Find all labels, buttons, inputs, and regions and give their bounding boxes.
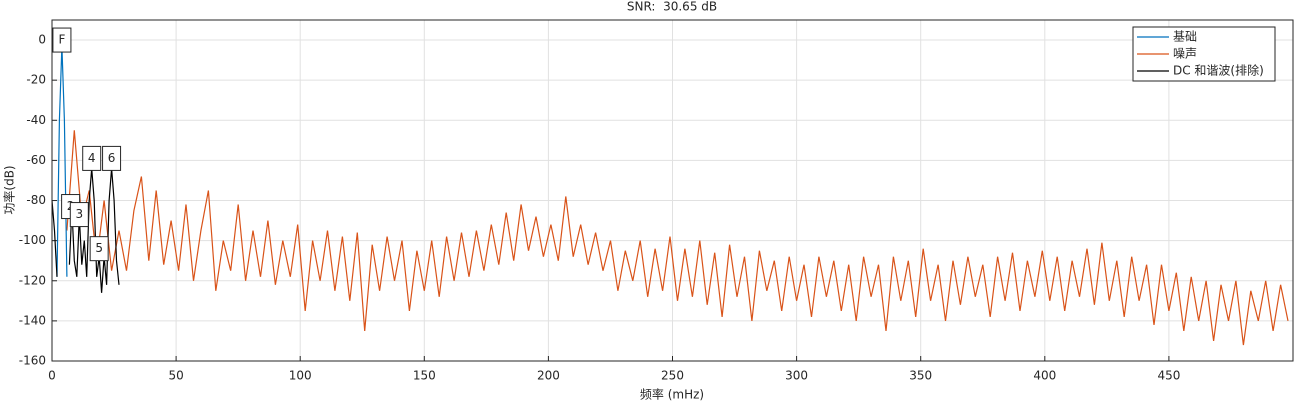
x-tick-label: 300: [785, 369, 808, 383]
marker-box: [69, 202, 89, 228]
marker-label: 3: [75, 207, 83, 221]
x-axis-label: 频率 (mHz): [640, 387, 704, 402]
y-tick-label: 0: [38, 33, 46, 47]
x-tick-label: 400: [1033, 369, 1056, 383]
x-tick-label: 50: [168, 369, 183, 383]
marker-box: [52, 27, 72, 53]
marker-box: [82, 145, 102, 171]
marker-label: 6: [108, 151, 116, 165]
marker-box: [102, 145, 122, 171]
x-tick-label: 350: [909, 369, 932, 383]
chart-title: SNR: 30.65 dB: [627, 0, 717, 14]
series-line: [66, 130, 1289, 346]
axes-box: [51, 19, 1294, 362]
marker-box: [89, 236, 109, 262]
x-tick-label: 450: [1157, 369, 1180, 383]
marker-label: 5: [95, 241, 103, 255]
y-axis-label: 功率(dB): [2, 165, 17, 214]
legend-label: 噪声: [1173, 47, 1197, 61]
y-tick-label: -40: [26, 113, 46, 127]
x-tick-label: 0: [48, 369, 56, 383]
y-tick-label: -140: [19, 313, 46, 327]
x-tick-label: 250: [661, 369, 684, 383]
y-tick-label: -120: [19, 273, 46, 287]
series-line: [51, 168, 120, 293]
y-tick-label: -20: [26, 73, 46, 87]
y-tick-label: -80: [26, 193, 46, 207]
y-tick-label: -100: [19, 233, 46, 247]
marker-label: 4: [88, 151, 96, 165]
legend-label: DC 和谐波(排除): [1173, 63, 1264, 78]
y-tick-label: -160: [19, 354, 46, 368]
x-tick-label: 100: [289, 369, 312, 383]
x-tick-label: 150: [413, 369, 436, 383]
marker-label: F: [58, 33, 65, 47]
y-tick-label: -60: [26, 153, 46, 167]
legend-label: 基础: [1173, 30, 1197, 44]
x-tick-label: 200: [537, 369, 560, 383]
